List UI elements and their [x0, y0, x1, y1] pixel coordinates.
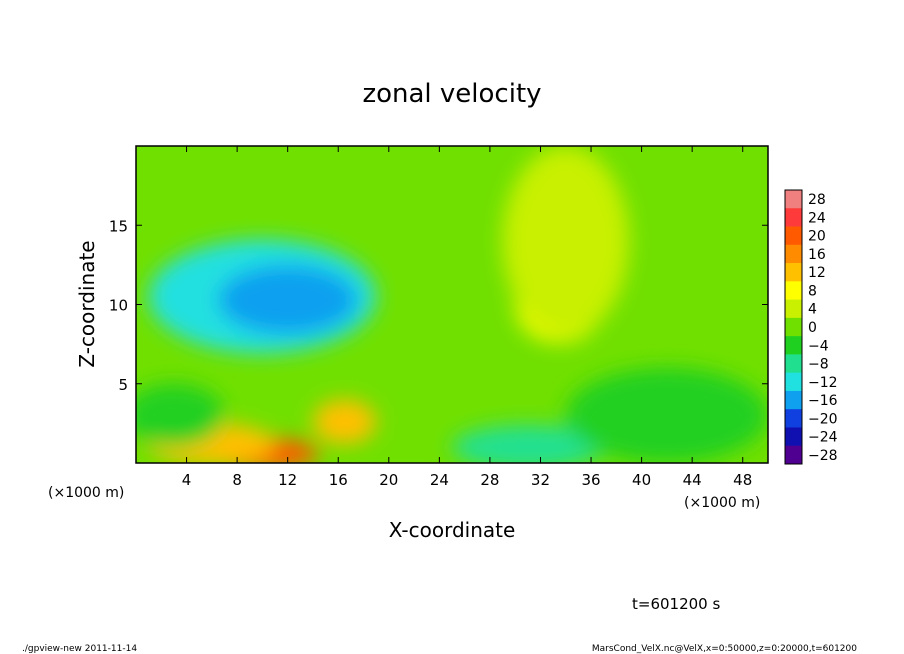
chart-title: zonal velocity — [362, 79, 541, 109]
x-unit-left: (×1000 m) — [48, 485, 124, 501]
colorbar-swatch — [785, 317, 802, 337]
x-axis-label: X-coordinate — [389, 518, 516, 542]
colorbar-swatch — [785, 336, 802, 355]
colorbar-swatch — [785, 354, 802, 373]
colorbar-swatch — [785, 427, 802, 447]
program-label: ./gpview-new 2011-11-14 — [22, 644, 137, 654]
field-region-3 — [502, 146, 629, 337]
x-tick-label: 24 — [430, 471, 449, 489]
colorbar-label: −28 — [808, 448, 838, 464]
colorbar-label: −24 — [808, 430, 838, 446]
colorbar-label: 8 — [808, 283, 817, 299]
field-region-1 — [218, 264, 358, 335]
colorbar-label: 4 — [808, 302, 817, 318]
colorbar-swatch — [785, 445, 802, 465]
colorbar-label: −8 — [808, 357, 829, 373]
colorbar-label: 12 — [808, 265, 826, 281]
colorbar-label: 20 — [808, 229, 826, 245]
colorbar-label: −4 — [808, 338, 829, 354]
x-axis-ticks: 4 8 12 16 20 24 28 32 36 40 44 48 — [182, 146, 752, 489]
colorbar-swatch — [785, 409, 802, 428]
time-label: t=601200 s — [632, 595, 720, 613]
x-tick-label: 20 — [379, 471, 398, 489]
colorbar-label: −20 — [808, 411, 838, 427]
source-label: MarsCond_VelX.nc@VelX,x=0:50000,z=0:2000… — [592, 644, 857, 654]
x-tick-label: 36 — [581, 471, 600, 489]
y-tick-label: 5 — [118, 376, 128, 394]
y-tick-label: 15 — [109, 217, 128, 235]
field-region-8 — [136, 383, 225, 448]
colorbar-swatch — [785, 372, 802, 392]
contour-field — [136, 146, 768, 463]
x-tick-label: 8 — [232, 471, 242, 489]
colorbar-label: 24 — [808, 210, 826, 226]
colorbar-swatch — [785, 190, 802, 209]
y-axis-label: Z-coordinate — [75, 240, 99, 367]
x-tick-label: 28 — [480, 471, 499, 489]
colorbar-label: 16 — [808, 247, 826, 263]
field-region-6 — [312, 399, 377, 444]
y-axis-ticks: 5 10 15 — [109, 217, 768, 394]
colorbar-swatch — [785, 263, 802, 282]
x-tick-label: 48 — [733, 471, 752, 489]
field-region-7 — [452, 424, 604, 463]
colorbar-label: 0 — [808, 320, 817, 336]
x-tick-label: 16 — [329, 471, 348, 489]
colorbar-swatch — [785, 208, 802, 227]
colorbar-swatch — [785, 390, 802, 410]
field-region-9 — [565, 367, 768, 463]
colorbar-label: −16 — [808, 393, 838, 409]
x-unit-right: (×1000 m) — [684, 495, 760, 511]
colorbar-label: 28 — [808, 192, 826, 208]
x-tick-label: 4 — [182, 471, 192, 489]
colorbar-swatch — [785, 281, 802, 300]
x-tick-label: 44 — [683, 471, 702, 489]
x-tick-label: 32 — [531, 471, 550, 489]
colorbar-label: −12 — [808, 375, 838, 391]
colorbar-frame — [784, 189, 803, 465]
y-tick-label: 10 — [109, 297, 128, 315]
x-tick-label: 40 — [632, 471, 651, 489]
colorbar-swatch — [785, 299, 802, 319]
colorbar: 28 24 20 16 12 8 4 0 −4 −8 −12 −16 −20 −24 −28 — [784, 189, 838, 465]
x-tick-label: 12 — [278, 471, 297, 489]
colorbar-swatch — [785, 226, 802, 246]
colorbar-swatch — [785, 244, 802, 264]
